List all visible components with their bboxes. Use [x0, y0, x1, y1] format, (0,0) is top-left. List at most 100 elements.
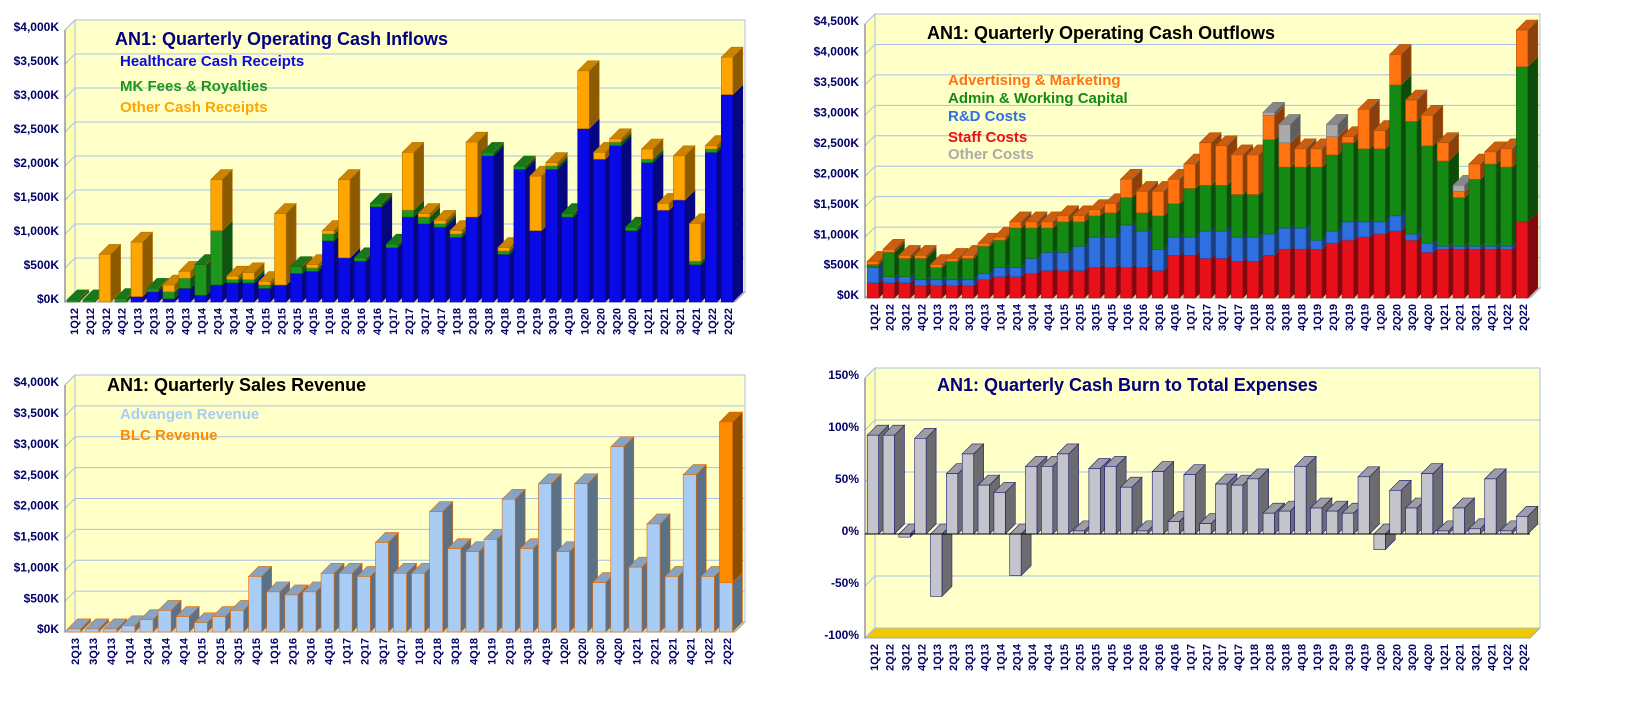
bar — [393, 573, 407, 633]
x-tick-label: 4Q16 — [372, 308, 384, 335]
bar — [162, 284, 175, 293]
bar — [882, 282, 895, 299]
grid-line — [64, 223, 76, 235]
bar-side — [98, 618, 109, 630]
bar — [720, 94, 734, 303]
bar — [1183, 188, 1196, 238]
x-tick-label: 3Q17 — [378, 638, 390, 665]
bar — [898, 258, 911, 277]
x-tick-label: 4Q12 — [916, 304, 928, 331]
legend-entry: Staff Costs — [948, 129, 1027, 146]
bar — [1183, 474, 1196, 535]
bar — [497, 247, 510, 252]
bar — [1516, 66, 1529, 223]
bar — [993, 276, 1006, 299]
bar — [121, 625, 136, 633]
grid-line — [864, 44, 876, 55]
bar-side — [1432, 105, 1443, 116]
bar — [1278, 227, 1291, 250]
bar — [1056, 221, 1069, 253]
x-tick-label: 2Q20 — [595, 308, 607, 335]
bar — [1389, 54, 1402, 86]
x-tick-label: 3Q16 — [305, 638, 317, 665]
bar — [646, 523, 661, 633]
grid-line — [64, 498, 76, 509]
x-tick-label: 2Q15 — [215, 638, 227, 665]
bar — [866, 267, 879, 284]
x-tick-label: 3Q19 — [547, 308, 559, 335]
bar — [719, 421, 733, 583]
bar — [1357, 148, 1370, 223]
grid-line — [864, 13, 876, 25]
bar — [1136, 267, 1149, 299]
x-tick-label: 1Q13 — [932, 644, 944, 671]
legend-entry: Admin & Working Capital — [948, 90, 1128, 107]
bar — [210, 230, 223, 286]
grid-line — [864, 74, 876, 86]
bar — [1072, 221, 1085, 247]
bar — [1104, 236, 1117, 268]
chart-title: AN1: Quarterly Operating Cash Outflows — [927, 23, 1275, 43]
chart-title: AN1: Quarterly Operating Cash Inflows — [115, 29, 448, 49]
bar — [1310, 239, 1323, 250]
bar — [1294, 466, 1307, 535]
bar — [302, 591, 317, 633]
bar — [1056, 453, 1069, 535]
bar-side — [925, 427, 937, 535]
bar — [946, 473, 959, 535]
bar-side — [1369, 466, 1380, 535]
bar — [705, 152, 718, 303]
bar — [465, 216, 478, 303]
bar — [1167, 521, 1180, 535]
bar — [481, 155, 494, 303]
bar — [1468, 178, 1481, 247]
x-tick-label: 3Q13 — [88, 638, 100, 665]
bar — [641, 148, 654, 160]
grid-line — [864, 196, 876, 208]
bar-side — [1527, 19, 1538, 31]
x-tick-label: 3Q17 — [1217, 644, 1229, 671]
x-tick-label: 3Q15 — [1090, 304, 1102, 331]
y-tick-label: $2,500K — [14, 468, 60, 482]
bar — [529, 230, 542, 303]
x-tick-label: 2Q15 — [1075, 304, 1087, 331]
bar — [1405, 239, 1418, 299]
bar — [1072, 270, 1085, 299]
bar-side — [78, 289, 89, 301]
bar — [513, 165, 526, 170]
bar-side — [1020, 211, 1032, 223]
bar — [248, 576, 262, 633]
x-tick-label: 2Q20 — [1391, 304, 1403, 331]
y-tick-label: $4,000K — [14, 375, 60, 389]
bar — [1310, 166, 1323, 241]
bar — [561, 213, 574, 218]
bar-side — [514, 489, 526, 500]
bar-side — [388, 532, 399, 543]
bar — [1452, 507, 1465, 535]
x-tick-label: 3Q18 — [1280, 644, 1292, 671]
x-tick-label: 1Q17 — [1185, 304, 1197, 331]
bar — [1452, 185, 1465, 192]
x-tick-label: 4Q15 — [308, 308, 320, 335]
bar — [1151, 215, 1164, 250]
x-tick-label: 4Q17 — [1233, 644, 1245, 671]
bar — [1278, 248, 1291, 299]
bar — [882, 248, 895, 253]
bar — [1088, 267, 1101, 299]
bar-side — [170, 600, 182, 611]
x-tick-label: 4Q17 — [396, 638, 408, 665]
legend-entry: Advangen Revenue — [120, 406, 259, 423]
bar — [1436, 248, 1449, 299]
x-tick-label: 3Q20 — [1407, 304, 1419, 331]
bar — [882, 276, 895, 284]
bar — [1120, 486, 1133, 535]
bar — [1183, 163, 1196, 189]
x-tick-label: 3Q12 — [900, 304, 912, 331]
bar — [1326, 230, 1339, 244]
x-tick-label: 4Q20 — [1423, 644, 1435, 671]
bar — [338, 179, 351, 259]
bar — [130, 241, 143, 297]
bar-side — [1068, 205, 1079, 217]
bar-side — [1226, 135, 1238, 146]
bar — [720, 56, 734, 95]
